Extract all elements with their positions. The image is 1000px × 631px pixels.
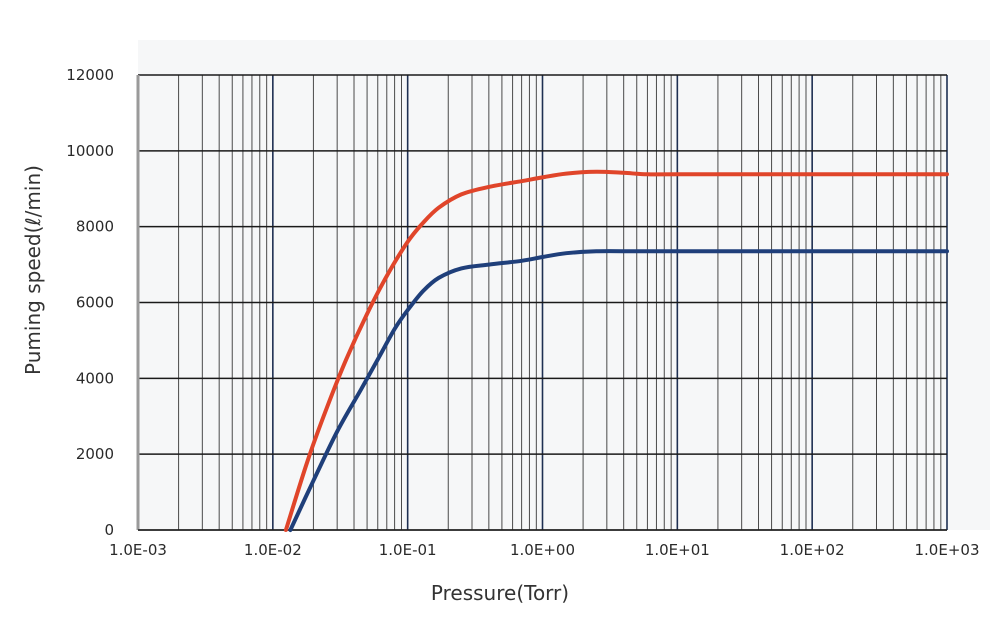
y-tick-label: 8000 bbox=[76, 218, 114, 236]
y-tick-label: 4000 bbox=[76, 369, 114, 387]
y-tick-label: 6000 bbox=[76, 294, 114, 312]
y-tick-label: 10000 bbox=[66, 142, 114, 160]
y-tick-label: 12000 bbox=[66, 66, 114, 84]
y-tick-labels: 0 2000 4000 6000 8000 10000 12000 bbox=[66, 66, 114, 539]
y-tick-label: 2000 bbox=[76, 445, 114, 463]
x-tick-label: 1.0E+00 bbox=[510, 541, 575, 559]
y-tick-label: 0 bbox=[104, 521, 114, 539]
series-lines bbox=[283, 169, 949, 532]
major-grid bbox=[137, 74, 948, 531]
series-line-blue bbox=[288, 249, 949, 532]
x-tick-label: 1.0E-02 bbox=[244, 541, 302, 559]
x-tick-label: 1.0E-01 bbox=[379, 541, 437, 559]
x-axis-title: Pressure(Torr) bbox=[431, 581, 569, 605]
x-tick-label: 1.0E-03 bbox=[109, 541, 167, 559]
plot-area-background bbox=[138, 40, 990, 530]
x-tick-label: 1.0E+03 bbox=[915, 541, 980, 559]
x-tick-label: 1.0E+02 bbox=[780, 541, 845, 559]
x-tick-labels: 1.0E-03 1.0E-02 1.0E-01 1.0E+00 1.0E+01 1.0E+… bbox=[109, 541, 979, 559]
series-line-orange bbox=[283, 169, 949, 532]
y-axis-title: Puming speed(ℓ/min) bbox=[21, 165, 45, 375]
x-tick-label: 1.0E+01 bbox=[645, 541, 710, 559]
axes bbox=[136, 75, 947, 531]
